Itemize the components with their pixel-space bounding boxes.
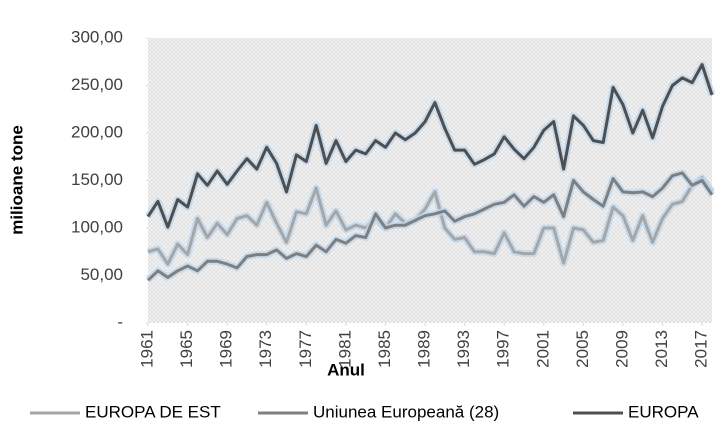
legend-label: EUROPA [628,402,699,421]
y-tick-label: 150,00 [71,170,123,189]
x-tick-label: 1985 [375,330,394,368]
x-tick-label: 2017 [692,330,711,368]
line [146,63,714,229]
legend-label: Uniunea Europeană (28) [313,402,499,421]
x-tick-label: 1973 [256,330,275,368]
x-tick-label: 1989 [415,330,434,368]
x-tick-label: 1997 [494,330,513,368]
y-tick-label: 250,00 [71,75,123,94]
y-tick-label: 200,00 [71,122,123,141]
y-tick-label: 100,00 [71,217,123,236]
y-tick-label: 300,00 [71,27,123,46]
x-tick-label: 1993 [454,330,473,368]
x-tick-label: 1969 [217,330,236,368]
x-tick-label: 1961 [137,330,156,368]
x-tick-label: 2001 [533,330,552,368]
y-axis-label: milioane tone [7,125,26,235]
x-tick-label: 2005 [573,330,592,368]
line [146,171,714,282]
legend-label: EUROPA DE EST [85,402,221,421]
x-tick-label: 1965 [177,330,196,368]
y-tick-label: 50,00 [80,265,123,284]
x-tick-label: 1977 [296,330,315,368]
y-tick-label: - [117,312,123,331]
x-tick-label: 2013 [652,330,671,368]
x-axis-label: Anul [327,360,365,379]
x-tick-label: 2009 [612,330,631,368]
x-tick-label: 1981 [335,330,354,368]
line [147,176,714,266]
